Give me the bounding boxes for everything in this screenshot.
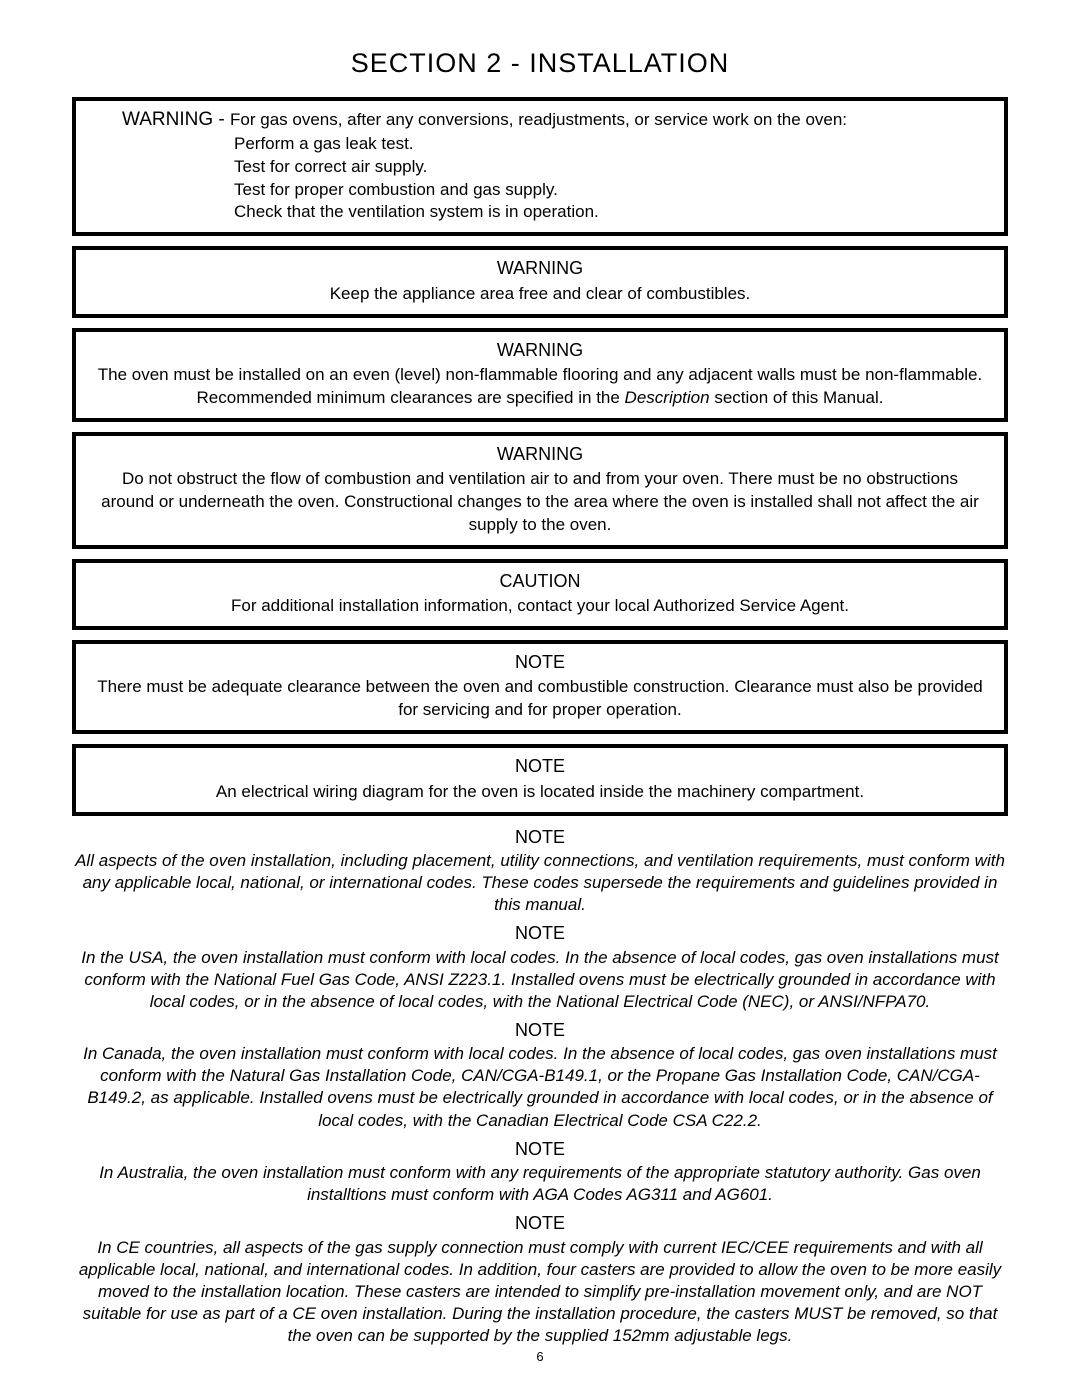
note-ce-countries: NOTE In CE countries, all aspects of the… [72, 1212, 1008, 1347]
box-heading: WARNING [94, 256, 986, 280]
box-body: Keep the appliance area free and clear o… [94, 283, 986, 306]
warning-box-flooring: WARNING The oven must be installed on an… [72, 328, 1008, 422]
box-heading: WARNING [94, 442, 986, 466]
note-body: All aspects of the oven installation, in… [72, 850, 1008, 916]
note-body: In Australia, the oven installation must… [72, 1162, 1008, 1206]
body-italic: Description [625, 388, 710, 407]
note-body: In Canada, the oven installation must co… [72, 1043, 1008, 1131]
warning-intro: For gas ovens, after any conversions, re… [230, 110, 847, 129]
warning-item: Test for proper combustion and gas suppl… [234, 179, 599, 202]
box-heading: NOTE [94, 754, 986, 778]
note-box-wiring-diagram: NOTE An electrical wiring diagram for th… [72, 744, 1008, 815]
box-heading: WARNING [94, 338, 986, 362]
warning-item: Check that the ventilation system is in … [234, 201, 599, 224]
warning-box-conversions: WARNING - For gas ovens, after any conve… [72, 97, 1008, 236]
note-canada: NOTE In Canada, the oven installation mu… [72, 1019, 1008, 1132]
box-body: An electrical wiring diagram for the ove… [94, 781, 986, 804]
note-heading: NOTE [72, 922, 1008, 945]
box-body: For additional installation information,… [94, 595, 986, 618]
note-usa: NOTE In the USA, the oven installation m… [72, 922, 1008, 1013]
note-body: In CE countries, all aspects of the gas … [72, 1237, 1008, 1347]
note-heading: NOTE [72, 1019, 1008, 1042]
body-post: section of this Manual. [714, 388, 883, 407]
section-title: SECTION 2 - INSTALLATION [72, 48, 1008, 79]
note-body: In the USA, the oven installation must c… [72, 947, 1008, 1013]
box-body: There must be adequate clearance between… [94, 676, 986, 722]
box-heading: NOTE [94, 650, 986, 674]
note-australia: NOTE In Australia, the oven installation… [72, 1138, 1008, 1207]
note-heading: NOTE [72, 1138, 1008, 1161]
page-number: 6 [72, 1349, 1008, 1364]
warning-box-airflow: WARNING Do not obstruct the flow of comb… [72, 432, 1008, 549]
note-box-clearance: NOTE There must be adequate clearance be… [72, 640, 1008, 734]
box-heading: CAUTION [94, 569, 986, 593]
box-body: The oven must be installed on an even (l… [94, 364, 986, 410]
note-heading: NOTE [72, 826, 1008, 849]
warning-item: Test for correct air supply. [234, 156, 599, 179]
warning-box-combustibles: WARNING Keep the appliance area free and… [72, 246, 1008, 317]
note-codes-general: NOTE All aspects of the oven installatio… [72, 826, 1008, 917]
warning-lead: WARNING - [122, 109, 230, 130]
box-body: Do not obstruct the flow of combustion a… [94, 468, 986, 537]
warning-item: Perform a gas leak test. [234, 133, 599, 156]
caution-box-service-agent: CAUTION For additional installation info… [72, 559, 1008, 630]
note-heading: NOTE [72, 1212, 1008, 1235]
